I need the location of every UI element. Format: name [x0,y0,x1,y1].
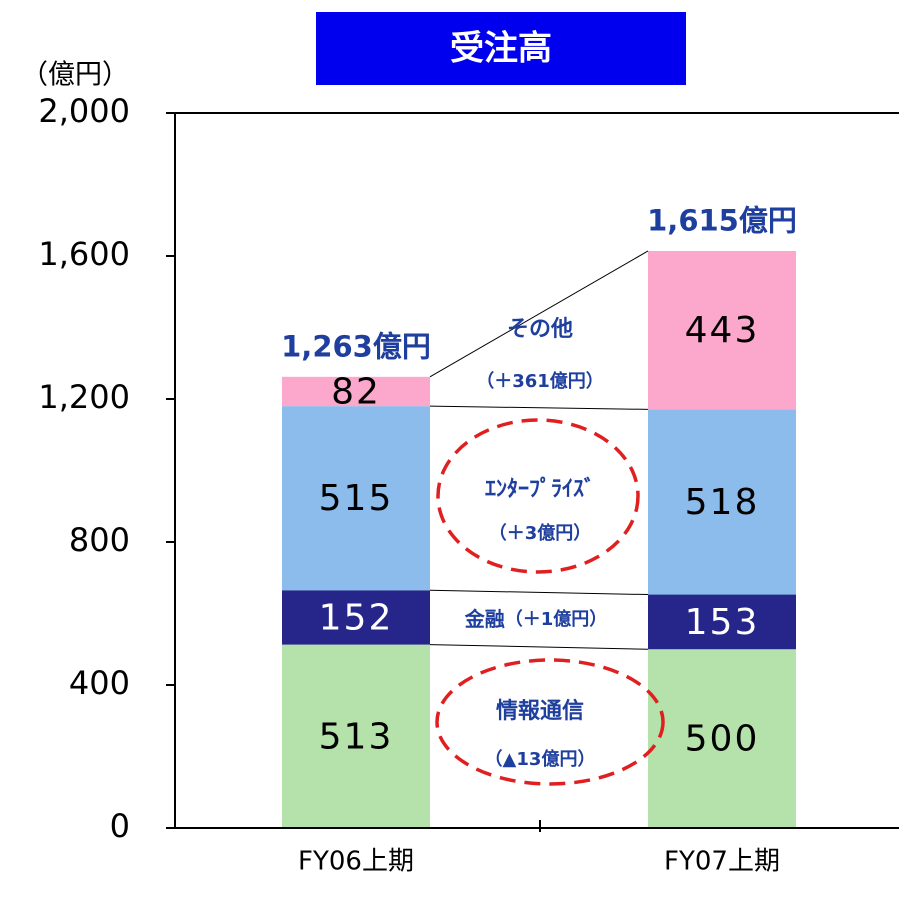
bar-segment [648,409,796,595]
x-tick-label: FY07上期 [664,847,780,877]
bar-segment [282,406,430,591]
y-unit-label: （億円） [21,60,129,91]
chart-title: 受注高 [450,29,552,69]
series-name: ｴﾝﾀｰﾌﾟﾗｲｽﾞ [485,476,595,502]
data-label: 152 [319,597,394,638]
y-tick-label: 1,600 [38,235,130,273]
data-label: 515 [319,478,394,519]
y-tick-label: 400 [69,664,130,702]
series-change: （＋361億円） [476,370,604,392]
y-tick-label: 0 [110,807,130,845]
data-label: 153 [685,602,760,643]
series-name: 情報通信 [496,698,584,724]
series-annotation: 金融（＋1億円） [464,607,608,631]
y-tick-label: 1,200 [38,378,130,416]
connector [429,589,649,596]
series-change: （＋3億円） [489,522,592,544]
connector [429,405,649,410]
y-tick-label: 2,000 [38,92,130,130]
connector [429,250,649,378]
total-label: 1,615億円 [647,204,797,238]
bar-segment [282,376,430,407]
data-label: 82 [331,371,381,412]
series-change: （▲13億円） [485,748,596,770]
total-label: 1,263億円 [281,329,431,363]
data-label: 500 [685,719,760,760]
connector [429,644,649,650]
bar-segment [648,649,796,828]
x-tick-label: FY06上期 [298,847,414,877]
series-name: その他 [507,317,573,342]
y-tick-label: 800 [69,521,130,559]
bar-segment [648,594,796,650]
bar-segment [282,644,430,828]
highlight-ring [436,418,640,574]
data-label: 513 [319,716,394,757]
highlight-ring [435,658,665,786]
bar-segment [648,250,796,410]
data-label: 518 [685,482,760,523]
title-box [316,12,686,85]
bar-segment [282,590,430,645]
series-name: 金融 [464,607,505,631]
data-label: 443 [685,310,760,351]
series-change: （＋1億円） [505,608,608,630]
